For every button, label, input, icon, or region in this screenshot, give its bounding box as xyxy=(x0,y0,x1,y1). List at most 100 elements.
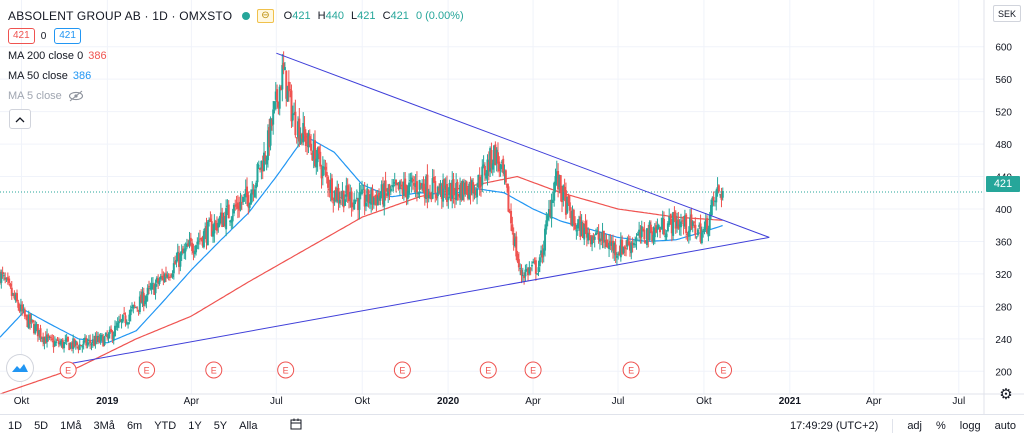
candle-body xyxy=(287,81,290,92)
event-letter: E xyxy=(144,366,150,376)
earnings-event-icon[interactable]: E xyxy=(393,361,411,379)
candle-body xyxy=(381,184,384,205)
hidden-eye-icon[interactable] xyxy=(68,90,84,102)
earnings-event-icon[interactable]: E xyxy=(622,361,640,379)
x-tick-label: 2021 xyxy=(779,396,802,407)
candle-body xyxy=(124,315,127,324)
range-button-5d[interactable]: 5D xyxy=(34,419,49,432)
earnings-event-icon[interactable]: E xyxy=(138,361,156,379)
calendar-icon[interactable] xyxy=(290,418,302,433)
candle-body xyxy=(419,183,422,186)
candle-body xyxy=(659,227,662,233)
candle-body xyxy=(115,326,118,328)
candle-body xyxy=(710,205,713,216)
y-tick-label: 240 xyxy=(995,335,1012,346)
candle-body xyxy=(231,215,234,222)
buy-price-box[interactable]: 421 xyxy=(54,28,81,44)
range-button-ytd[interactable]: YTD xyxy=(154,419,177,432)
candle-body xyxy=(36,324,39,337)
symbol-tag-icon[interactable]: ⊖ xyxy=(257,9,274,23)
candle-body xyxy=(600,239,603,241)
log-toggle[interactable]: logg xyxy=(959,419,981,432)
y-tick-label: 400 xyxy=(995,205,1012,216)
candle-body xyxy=(329,179,332,193)
candle-body xyxy=(106,334,109,338)
earnings-event-icon[interactable]: E xyxy=(524,361,542,379)
ma5-legend[interactable]: MA 5 close xyxy=(8,86,468,106)
event-circle xyxy=(479,361,497,379)
range-button-3må[interactable]: 3Må xyxy=(93,419,115,432)
candle-body xyxy=(26,315,29,327)
candle-body xyxy=(711,197,714,207)
earnings-event-icon[interactable]: E xyxy=(205,361,223,379)
ma200-legend[interactable]: MA 200 close 0 386 xyxy=(8,50,107,62)
candle-body xyxy=(464,182,467,194)
candle-body xyxy=(193,251,196,255)
candle-body xyxy=(357,198,360,211)
range-button-1y[interactable]: 1Y xyxy=(188,419,202,432)
candle-body xyxy=(575,230,578,232)
event-circle xyxy=(59,361,77,379)
ma50-layer xyxy=(0,135,723,344)
candle-body xyxy=(529,268,532,270)
candle-body xyxy=(679,221,682,228)
candle-body xyxy=(132,304,135,309)
candle-body xyxy=(681,220,684,222)
collapse-legend-button[interactable] xyxy=(9,109,31,129)
candle-body xyxy=(393,182,396,184)
range-button-1d[interactable]: 1D xyxy=(8,419,23,432)
earnings-event-icon[interactable]: E xyxy=(277,361,295,379)
candle-body xyxy=(371,188,374,204)
candle-body xyxy=(696,229,699,236)
auto-toggle[interactable]: auto xyxy=(994,419,1016,432)
sell-price-box[interactable]: 421 xyxy=(8,28,35,44)
range-button-1må[interactable]: 1Må xyxy=(60,419,82,432)
candle-body xyxy=(81,345,84,348)
candle-body xyxy=(47,334,50,338)
candle-body xyxy=(572,209,575,224)
candle-body xyxy=(212,231,215,237)
candle-body xyxy=(717,185,720,192)
earnings-event-icon[interactable]: E xyxy=(59,361,77,379)
candle-body xyxy=(175,259,178,263)
range-button-5y[interactable]: 5Y xyxy=(213,419,228,432)
range-button-6m[interactable]: 6m xyxy=(126,419,143,432)
clock-readout[interactable]: 17:49:29 (UTC+2) xyxy=(789,419,879,432)
ma50-legend[interactable]: MA 50 close 386 xyxy=(8,70,92,82)
range-button-alla[interactable]: Alla xyxy=(239,419,258,432)
candle-body xyxy=(320,169,323,179)
candle-body xyxy=(513,238,516,246)
candle-body xyxy=(76,342,79,346)
candle-body xyxy=(52,340,55,348)
candle-body xyxy=(436,186,439,197)
candle-body xyxy=(246,186,249,197)
candle-body xyxy=(417,192,420,195)
candle-body xyxy=(274,91,277,100)
candle-body xyxy=(39,328,42,338)
gear-icon[interactable]: ⚙ xyxy=(999,386,1013,403)
candle-body xyxy=(270,120,273,126)
candle-body xyxy=(588,232,591,234)
candle-body xyxy=(493,145,496,164)
candle-body xyxy=(668,216,671,225)
candle-body xyxy=(210,221,213,237)
candle-body xyxy=(215,222,218,231)
candle-body xyxy=(615,255,618,258)
candle-body xyxy=(604,240,607,242)
adj-toggle[interactable]: adj xyxy=(907,419,922,432)
earnings-event-icon[interactable]: E xyxy=(479,361,497,379)
candle-body xyxy=(93,340,96,346)
tradingview-logo-icon[interactable] xyxy=(7,355,33,381)
percent-toggle[interactable]: % xyxy=(936,419,946,432)
candle-body xyxy=(294,111,297,136)
candle-body xyxy=(346,185,349,195)
candle-body xyxy=(691,221,694,226)
earnings-event-icon[interactable]: E xyxy=(715,361,733,379)
candle-body xyxy=(21,304,24,312)
candle-body xyxy=(251,189,254,194)
candle-body xyxy=(65,338,68,342)
candle-body xyxy=(485,173,488,179)
candle-body xyxy=(647,230,650,241)
